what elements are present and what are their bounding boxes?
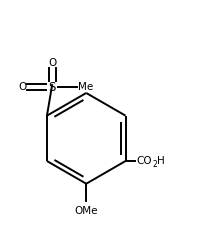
Text: S: S [48,81,56,94]
Text: CO: CO [135,156,151,166]
Text: O: O [48,58,56,68]
Text: H: H [157,156,164,166]
Text: 2: 2 [152,160,157,169]
Text: O: O [18,82,26,92]
Text: Me: Me [78,82,93,92]
Text: OMe: OMe [74,206,98,216]
